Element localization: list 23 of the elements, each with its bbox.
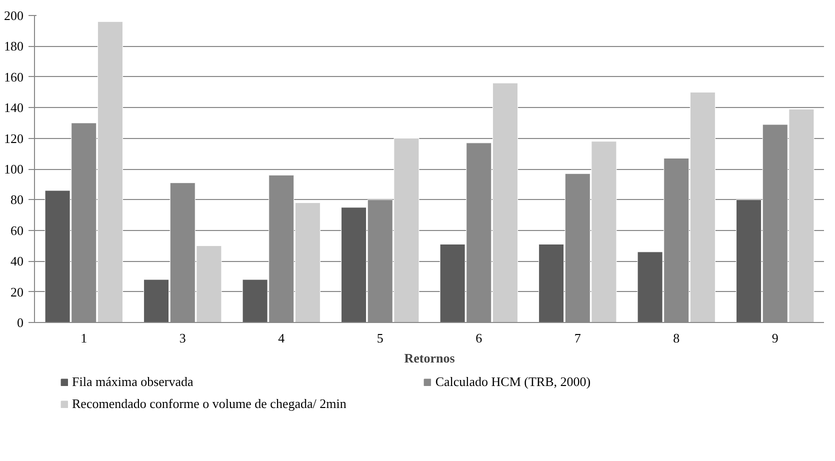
x-tick-label: 1 — [80, 330, 88, 346]
y-tick-label: 80 — [10, 192, 24, 208]
x-tick-label: 9 — [772, 330, 778, 346]
y-tick-label: 40 — [10, 254, 24, 269]
y-tick-label: 20 — [10, 284, 24, 300]
x-tick-label: 8 — [673, 330, 680, 346]
x-tick-label: 3 — [179, 330, 186, 346]
y-tick-label: 140 — [4, 100, 24, 116]
x-axis-title: Retornos — [404, 350, 455, 366]
y-tick-label: 200 — [4, 8, 24, 23]
x-tick-label: 6 — [476, 330, 483, 346]
x-tick-label: 7 — [574, 330, 582, 346]
y-tick-label: 180 — [4, 38, 24, 54]
y-tick-label: 100 — [4, 162, 24, 176]
y-tick-label: 160 — [4, 69, 24, 84]
legend-label: Fila máxima observada — [72, 374, 194, 390]
y-tick-label: 0 — [17, 315, 24, 330]
y-tick-label: 120 — [4, 130, 24, 146]
x-tick-label: 5 — [376, 330, 384, 346]
x-tick-label: 4 — [278, 330, 286, 346]
legend-label: Recomendado conforme o volume de chegada/ 2min — [72, 396, 346, 412]
y-tick-label: 60 — [10, 222, 24, 238]
legend-label: Calculado HCM (TRB, 2000) — [435, 374, 591, 390]
